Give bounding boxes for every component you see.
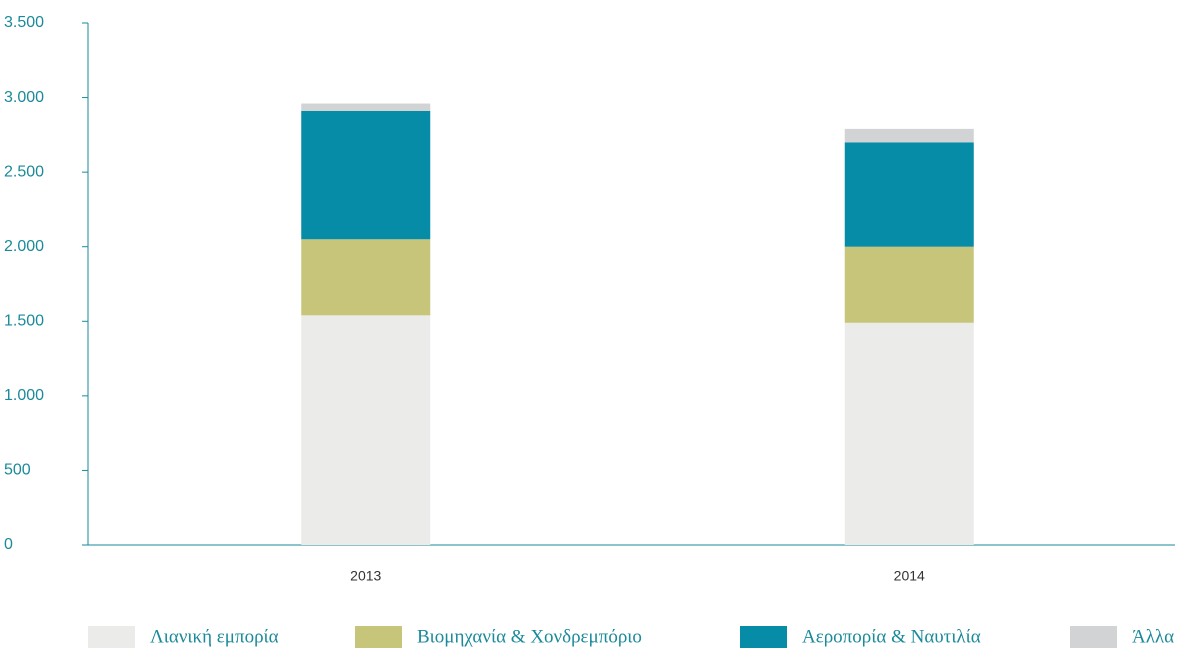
legend-swatch <box>355 626 402 648</box>
y-tick-label: 2.000 <box>4 238 44 255</box>
bar-segment <box>844 322 974 545</box>
bar-segment <box>301 103 431 111</box>
bar-segment <box>301 315 431 545</box>
bar-segment <box>844 142 974 247</box>
x-tick-label: 2014 <box>894 568 925 584</box>
bar-segment <box>844 128 974 143</box>
y-tick-label: 2.500 <box>4 163 44 180</box>
legend-label: Αεροπορία & Ναυτιλία <box>802 626 981 647</box>
bar-segment <box>844 246 974 323</box>
bar-segment <box>301 239 431 316</box>
x-tick-label: 2013 <box>350 568 381 584</box>
legend-swatch <box>1070 626 1117 648</box>
y-tick-label: 500 <box>4 462 31 479</box>
y-tick-label: 1.000 <box>4 387 44 404</box>
legend-label: Άλλα <box>1132 626 1174 647</box>
legend-swatch <box>740 626 787 648</box>
y-tick-label: 1.500 <box>4 313 44 330</box>
y-tick-label: 3.000 <box>4 89 44 106</box>
bar-segment <box>301 110 431 240</box>
legend-label: Βιομηχανία & Χονδρεμπόριο <box>417 626 642 647</box>
y-tick-label: 3.500 <box>4 14 44 31</box>
legend-label: Λιανική εμπορία <box>150 626 279 647</box>
legend-swatch <box>88 626 135 648</box>
y-tick-label: 0 <box>4 536 13 553</box>
